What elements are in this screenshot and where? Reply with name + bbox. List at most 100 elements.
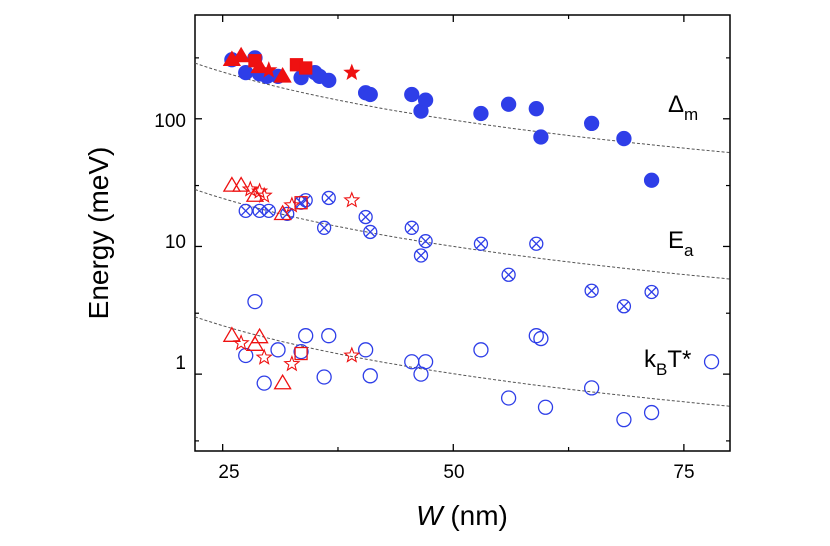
open-circle-marker [583, 380, 600, 396]
filled-circle-marker [238, 64, 254, 81]
open-circle-marker [256, 375, 272, 391]
data-markers [222, 46, 720, 428]
open-star-marker [255, 186, 273, 203]
filled-square-marker [299, 61, 313, 75]
open-circle-marker [298, 328, 314, 344]
open-star-marker [232, 334, 250, 351]
open-triangle-marker [245, 335, 265, 351]
open-circle-marker [703, 354, 720, 370]
crossed-circle-marker [238, 203, 253, 219]
filled-circle-marker [404, 86, 420, 103]
label-e-a-main: E [668, 227, 684, 254]
label-delta-m-sub: m [684, 105, 698, 124]
open-circle-marker [537, 399, 554, 415]
label-e-a-sub: a [684, 241, 694, 260]
crossed-circle-ring [261, 203, 276, 219]
x-axis-title: W (nm) [416, 500, 508, 531]
crossed-circle-ring [616, 299, 632, 314]
open-circle-marker [321, 328, 337, 344]
open-circle-marker [404, 354, 420, 370]
crossed-circle-marker [584, 283, 599, 298]
open-circle-marker [643, 404, 660, 421]
label-kbt-sub: B [656, 360, 667, 379]
label-delta-m-main: Δ [668, 91, 684, 118]
crossed-circle-cross [503, 269, 514, 280]
x-tick-label-25: 25 [218, 462, 239, 483]
crossed-circle-ring [404, 220, 419, 235]
filled-circle-marker [321, 72, 337, 89]
open-circle-marker [473, 342, 489, 358]
label-delta-m: Δm [668, 91, 698, 124]
fit-curve-1 [194, 189, 731, 280]
open-triangle-marker [273, 204, 292, 221]
filled-circle-marker [473, 105, 489, 122]
open-circle-marker [357, 342, 374, 358]
crossed-circle-cross [406, 222, 417, 233]
open-star-marker [283, 196, 301, 213]
crossed-circle-cross [646, 286, 657, 298]
x-tick-label-75: 75 [673, 462, 694, 483]
filled-star-marker [260, 61, 278, 78]
filled-circle-marker [417, 92, 434, 108]
y-axis-title: Energy (meV) [83, 147, 114, 320]
crossed-circle-ring [363, 224, 378, 240]
crossed-circle-cross [531, 238, 542, 249]
crossed-circle-ring [501, 267, 516, 282]
x-axis-title-symbol: W [416, 500, 445, 531]
crossed-circle-ring [280, 206, 295, 222]
crossed-circle-marker [616, 299, 632, 314]
crossed-circle-marker [298, 193, 313, 208]
y-tick-label-10: 10 [165, 232, 186, 253]
crossed-circle-marker [413, 248, 429, 263]
filled-circle-marker [528, 101, 544, 117]
open-circle-marker [500, 390, 517, 406]
open-circle-marker [616, 412, 632, 428]
y-tick-label-100: 100 [154, 111, 186, 132]
y-tick-label-1: 1 [175, 353, 186, 374]
filled-triangle-marker [231, 46, 251, 63]
open-star-marker [343, 191, 361, 208]
crossed-circle-marker [501, 267, 516, 282]
crossed-circle-cross [415, 250, 427, 261]
crossed-circle-cross [365, 226, 376, 237]
filled-circle-marker [362, 86, 378, 103]
x-tick-labels: 25 50 75 [218, 462, 694, 483]
crossed-circle-marker [261, 203, 276, 219]
crossed-circle-cross [420, 236, 431, 247]
open-star-marker [255, 348, 273, 365]
crossed-circle-marker [529, 236, 544, 251]
crossed-circle-marker [404, 220, 419, 235]
crossed-circle-ring [584, 283, 599, 298]
open-circle-marker [533, 330, 549, 347]
crossed-circle-cross [475, 238, 487, 249]
crossed-circle-cross [360, 211, 371, 223]
open-square-marker [294, 196, 308, 210]
crossed-circle-ring [358, 209, 373, 225]
crossed-circle-marker [316, 220, 332, 235]
crossed-circle-marker [644, 284, 659, 300]
x-tick-label-50: 50 [443, 462, 464, 483]
filled-circle-marker [583, 115, 600, 132]
open-star-marker [283, 354, 301, 372]
crossed-circle-ring [529, 236, 544, 251]
open-circle-marker [362, 368, 378, 384]
crossed-circle-marker [418, 234, 433, 249]
open-triangle-marker [231, 176, 251, 192]
crossed-circle-ring [252, 203, 267, 219]
open-star-marker [241, 180, 259, 197]
crossed-circle-ring [418, 234, 433, 249]
open-circle-marker [316, 369, 332, 385]
open-triangle-marker [222, 176, 242, 192]
crossed-circle-ring [316, 220, 332, 235]
crossed-circle-cross [240, 205, 251, 216]
crossed-circle-cross [586, 285, 597, 296]
crossed-circle-ring [413, 248, 429, 263]
filled-triangle-marker [273, 67, 292, 83]
open-triangle-marker [250, 327, 269, 344]
crossed-circle-ring [473, 236, 489, 251]
fit-curve-0 [194, 62, 731, 154]
fit-curves [194, 62, 731, 407]
label-kbt: kBT* [644, 346, 691, 379]
open-circle-marker [247, 293, 263, 310]
